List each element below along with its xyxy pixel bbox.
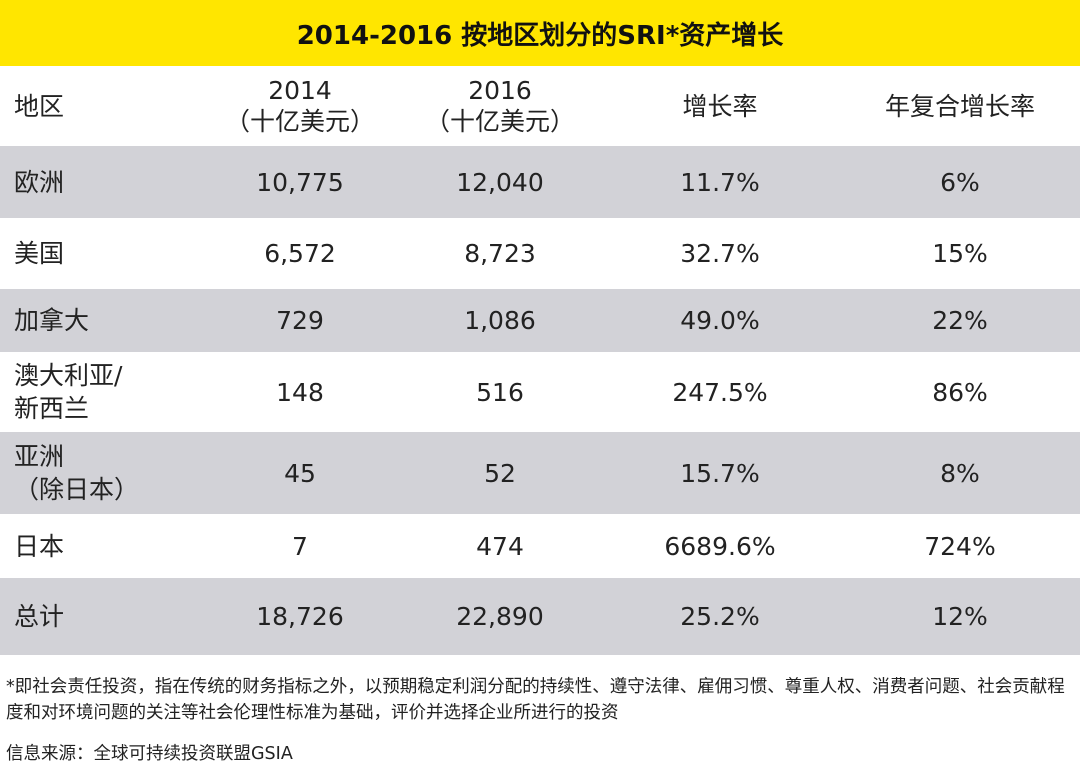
table-row: 亚洲 （除日本） 45 52 15.7% 8% xyxy=(0,432,1080,514)
sri-growth-table: 地区 2014 （十亿美元） 2016 （十亿美元） 增长率 年复合增长率 欧洲… xyxy=(0,66,1080,655)
col-header-region: 地区 xyxy=(14,91,65,121)
footnote: *即社会责任投资，指在传统的财务指标之外，以预期稳定利润分配的持续性、遵守法律、… xyxy=(6,677,1065,723)
cell-2016: 1,086 xyxy=(400,289,600,352)
row-label: 日本 xyxy=(14,531,65,561)
cell-2016: 22,890 xyxy=(400,578,600,655)
cell-2016: 52 xyxy=(400,432,600,514)
row-label: 总计 xyxy=(0,578,200,655)
cell-2014: 148 xyxy=(276,377,324,407)
col-header-2016: 2016 （十亿美元） xyxy=(424,76,575,136)
cell-cagr: 12% xyxy=(840,578,1080,655)
header-row: 地区 2014 （十亿美元） 2016 （十亿美元） 增长率 年复合增长率 xyxy=(0,66,1080,146)
col-header-2014: 2014 （十亿美元） xyxy=(224,76,375,136)
cell-2014: 7 xyxy=(292,531,308,561)
row-label: 欧洲 xyxy=(0,146,200,218)
chart-title: 2014-2016 按地区划分的SRI*资产增长 xyxy=(0,0,1080,66)
table-row: 澳大利亚/ 新西兰 148 516 247.5% 86% xyxy=(0,352,1080,432)
source-note: 信息来源：全球可持续投资联盟GSIA xyxy=(6,744,293,764)
cell-cagr: 8% xyxy=(840,432,1080,514)
table-row: 加拿大 729 1,086 49.0% 22% xyxy=(0,289,1080,352)
col-header-growth: 增长率 xyxy=(682,91,758,121)
cell-2016: 516 xyxy=(476,377,524,407)
cell-2014: 10,775 xyxy=(200,146,400,218)
cell-2014: 45 xyxy=(200,432,400,514)
table-row: 美国 6,572 8,723 32.7% 15% xyxy=(0,218,1080,289)
table-row: 欧洲 10,775 12,040 11.7% 6% xyxy=(0,146,1080,218)
row-label: 加拿大 xyxy=(0,289,200,352)
cell-cagr: 86% xyxy=(932,377,988,407)
cell-growth: 25.2% xyxy=(600,578,840,655)
row-label: 澳大利亚/ 新西兰 xyxy=(14,361,123,423)
cell-growth: 11.7% xyxy=(600,146,840,218)
cell-2014: 6,572 xyxy=(264,239,336,268)
table-row: 总计 18,726 22,890 25.2% 12% xyxy=(0,578,1080,655)
cell-2016: 8,723 xyxy=(464,239,536,268)
cell-2014: 729 xyxy=(200,289,400,352)
cell-growth: 6689.6% xyxy=(664,531,776,561)
row-label: 美国 xyxy=(14,239,65,268)
cell-cagr: 15% xyxy=(932,239,988,268)
cell-2016: 12,040 xyxy=(400,146,600,218)
cell-growth: 15.7% xyxy=(600,432,840,514)
cell-growth: 247.5% xyxy=(672,377,768,407)
cell-2016: 474 xyxy=(476,531,524,561)
col-header-cagr: 年复合增长率 xyxy=(884,91,1035,121)
cell-growth: 49.0% xyxy=(600,289,840,352)
cell-cagr: 6% xyxy=(840,146,1080,218)
table-row: 日本 7 474 6689.6% 724% xyxy=(0,514,1080,578)
cell-cagr: 724% xyxy=(924,531,996,561)
row-label: 亚洲 （除日本） xyxy=(0,432,200,514)
cell-growth: 32.7% xyxy=(680,239,760,268)
cell-cagr: 22% xyxy=(840,289,1080,352)
cell-2014: 18,726 xyxy=(200,578,400,655)
